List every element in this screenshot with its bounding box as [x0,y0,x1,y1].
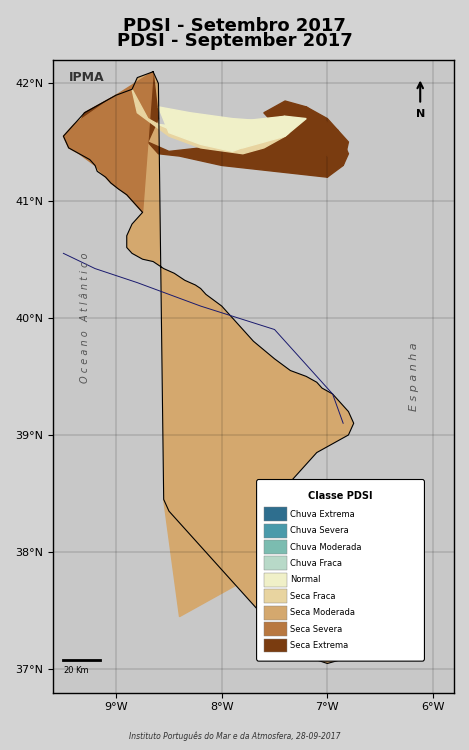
Text: Chuva Extrema: Chuva Extrema [290,510,355,519]
Bar [264,540,287,554]
Text: E s p a n h a: E s p a n h a [409,342,419,411]
Text: Chuva Fraca: Chuva Fraca [290,559,342,568]
Text: Chuva Moderada: Chuva Moderada [290,543,362,552]
Polygon shape [74,72,159,154]
Polygon shape [148,124,338,177]
Bar [264,524,287,538]
Polygon shape [63,72,354,664]
Polygon shape [295,552,348,634]
Polygon shape [164,500,264,616]
Text: Seca Fraca: Seca Fraca [290,592,336,601]
Text: Km: Km [75,666,89,675]
Bar [264,590,287,603]
Bar [264,622,287,636]
Bar [264,606,287,619]
Polygon shape [159,116,306,148]
Polygon shape [63,72,153,212]
Bar [264,556,287,571]
FancyBboxPatch shape [257,479,424,662]
Bar [264,573,287,586]
Polygon shape [264,101,348,177]
Text: 20: 20 [63,666,74,675]
Text: N: N [416,110,425,119]
Polygon shape [159,106,285,152]
Bar [264,638,287,652]
Text: PDSI - September 2017: PDSI - September 2017 [117,32,352,50]
Text: Seca Moderada: Seca Moderada [290,608,356,617]
Text: PDSI - Setembro 2017: PDSI - Setembro 2017 [123,17,346,35]
Text: Instituto Português do Mar e da Atmosfera, 28-09-2017: Instituto Português do Mar e da Atmosfer… [129,732,340,741]
Text: Seca Extrema: Seca Extrema [290,641,348,650]
Text: Seca Severa: Seca Severa [290,625,343,634]
Text: O c e a n o   A t l â n t i c o: O c e a n o A t l â n t i c o [80,253,90,383]
Text: IPMA: IPMA [68,71,104,84]
Polygon shape [132,89,306,154]
Text: Normal: Normal [290,575,321,584]
Text: Chuva Severa: Chuva Severa [290,526,349,536]
Text: Classe PDSI: Classe PDSI [308,491,373,501]
Bar [264,507,287,521]
Polygon shape [264,106,348,166]
